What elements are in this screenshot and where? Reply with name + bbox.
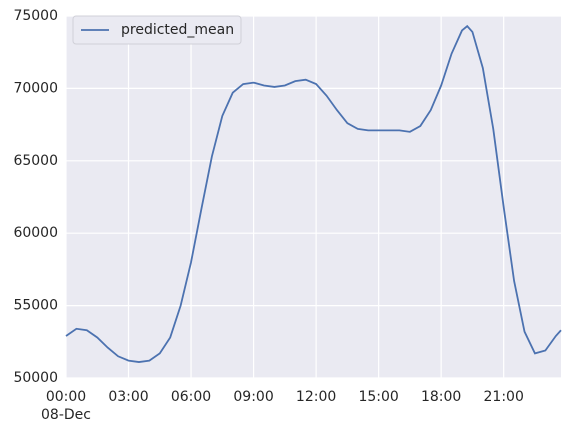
x-tick-label: 06:00 [171, 389, 211, 405]
x-tick-label: 03:00 [108, 389, 148, 405]
y-tick-label: 70000 [13, 80, 58, 96]
y-tick-label: 50000 [13, 370, 58, 386]
y-tick-label: 65000 [13, 153, 58, 169]
x-tick-label: 15:00 [358, 389, 398, 405]
x-tick-label: 09:00 [233, 389, 273, 405]
y-tick-label: 55000 [13, 298, 58, 314]
x-tick-label: 18:00 [421, 389, 461, 405]
x-tick-label: 00:00 [46, 389, 86, 405]
x-date-label: 08-Dec [41, 407, 91, 423]
legend: predicted_mean [72, 15, 242, 45]
legend-box [72, 15, 242, 45]
legend-label: predicted_mean [121, 22, 234, 38]
y-tick-label: 60000 [13, 225, 58, 241]
line [65, 24, 562, 363]
plot-area [66, 16, 561, 378]
y-tick-label: 75000 [13, 8, 58, 24]
x-tick-label: 21:00 [484, 389, 524, 405]
x-tick-label: 12:00 [296, 389, 336, 405]
